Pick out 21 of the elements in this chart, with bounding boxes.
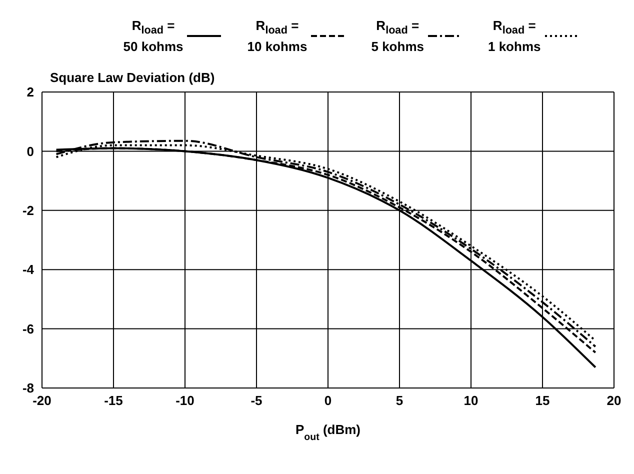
legend-label: R$_{load}$ = 5 kohms <box>371 18 424 54</box>
x-axis-title: P$_{out}$ (dBm) <box>295 422 361 442</box>
x-tick-label: 15 <box>535 393 550 408</box>
legend-label: R$_{load}$ = 1 kohms <box>488 18 541 54</box>
x-tick-label: 0 <box>324 393 332 408</box>
y-tick-label: -8 <box>22 380 34 396</box>
x-tick-label: 20 <box>606 393 622 408</box>
chart-title: Square Law Deviation (dB) <box>50 70 215 85</box>
legend-label: R$_{load}$ = 50 kohms <box>123 18 184 54</box>
legend-label: R$_{load}$ = 10 kohms <box>247 18 308 54</box>
x-tick-label: -20 <box>32 393 52 408</box>
x-tick-label: 5 <box>396 393 404 408</box>
y-tick-label: -4 <box>22 262 35 278</box>
y-tick-label: 2 <box>26 84 34 100</box>
x-tick-label: -15 <box>104 393 123 408</box>
x-tick-label: -10 <box>176 393 194 408</box>
x-tick-label: 10 <box>464 393 478 408</box>
y-tick-label: -6 <box>22 321 34 336</box>
x-tick-label: -5 <box>250 393 262 408</box>
y-tick-label: 0 <box>26 144 34 159</box>
y-tick-label: -2 <box>22 203 34 218</box>
